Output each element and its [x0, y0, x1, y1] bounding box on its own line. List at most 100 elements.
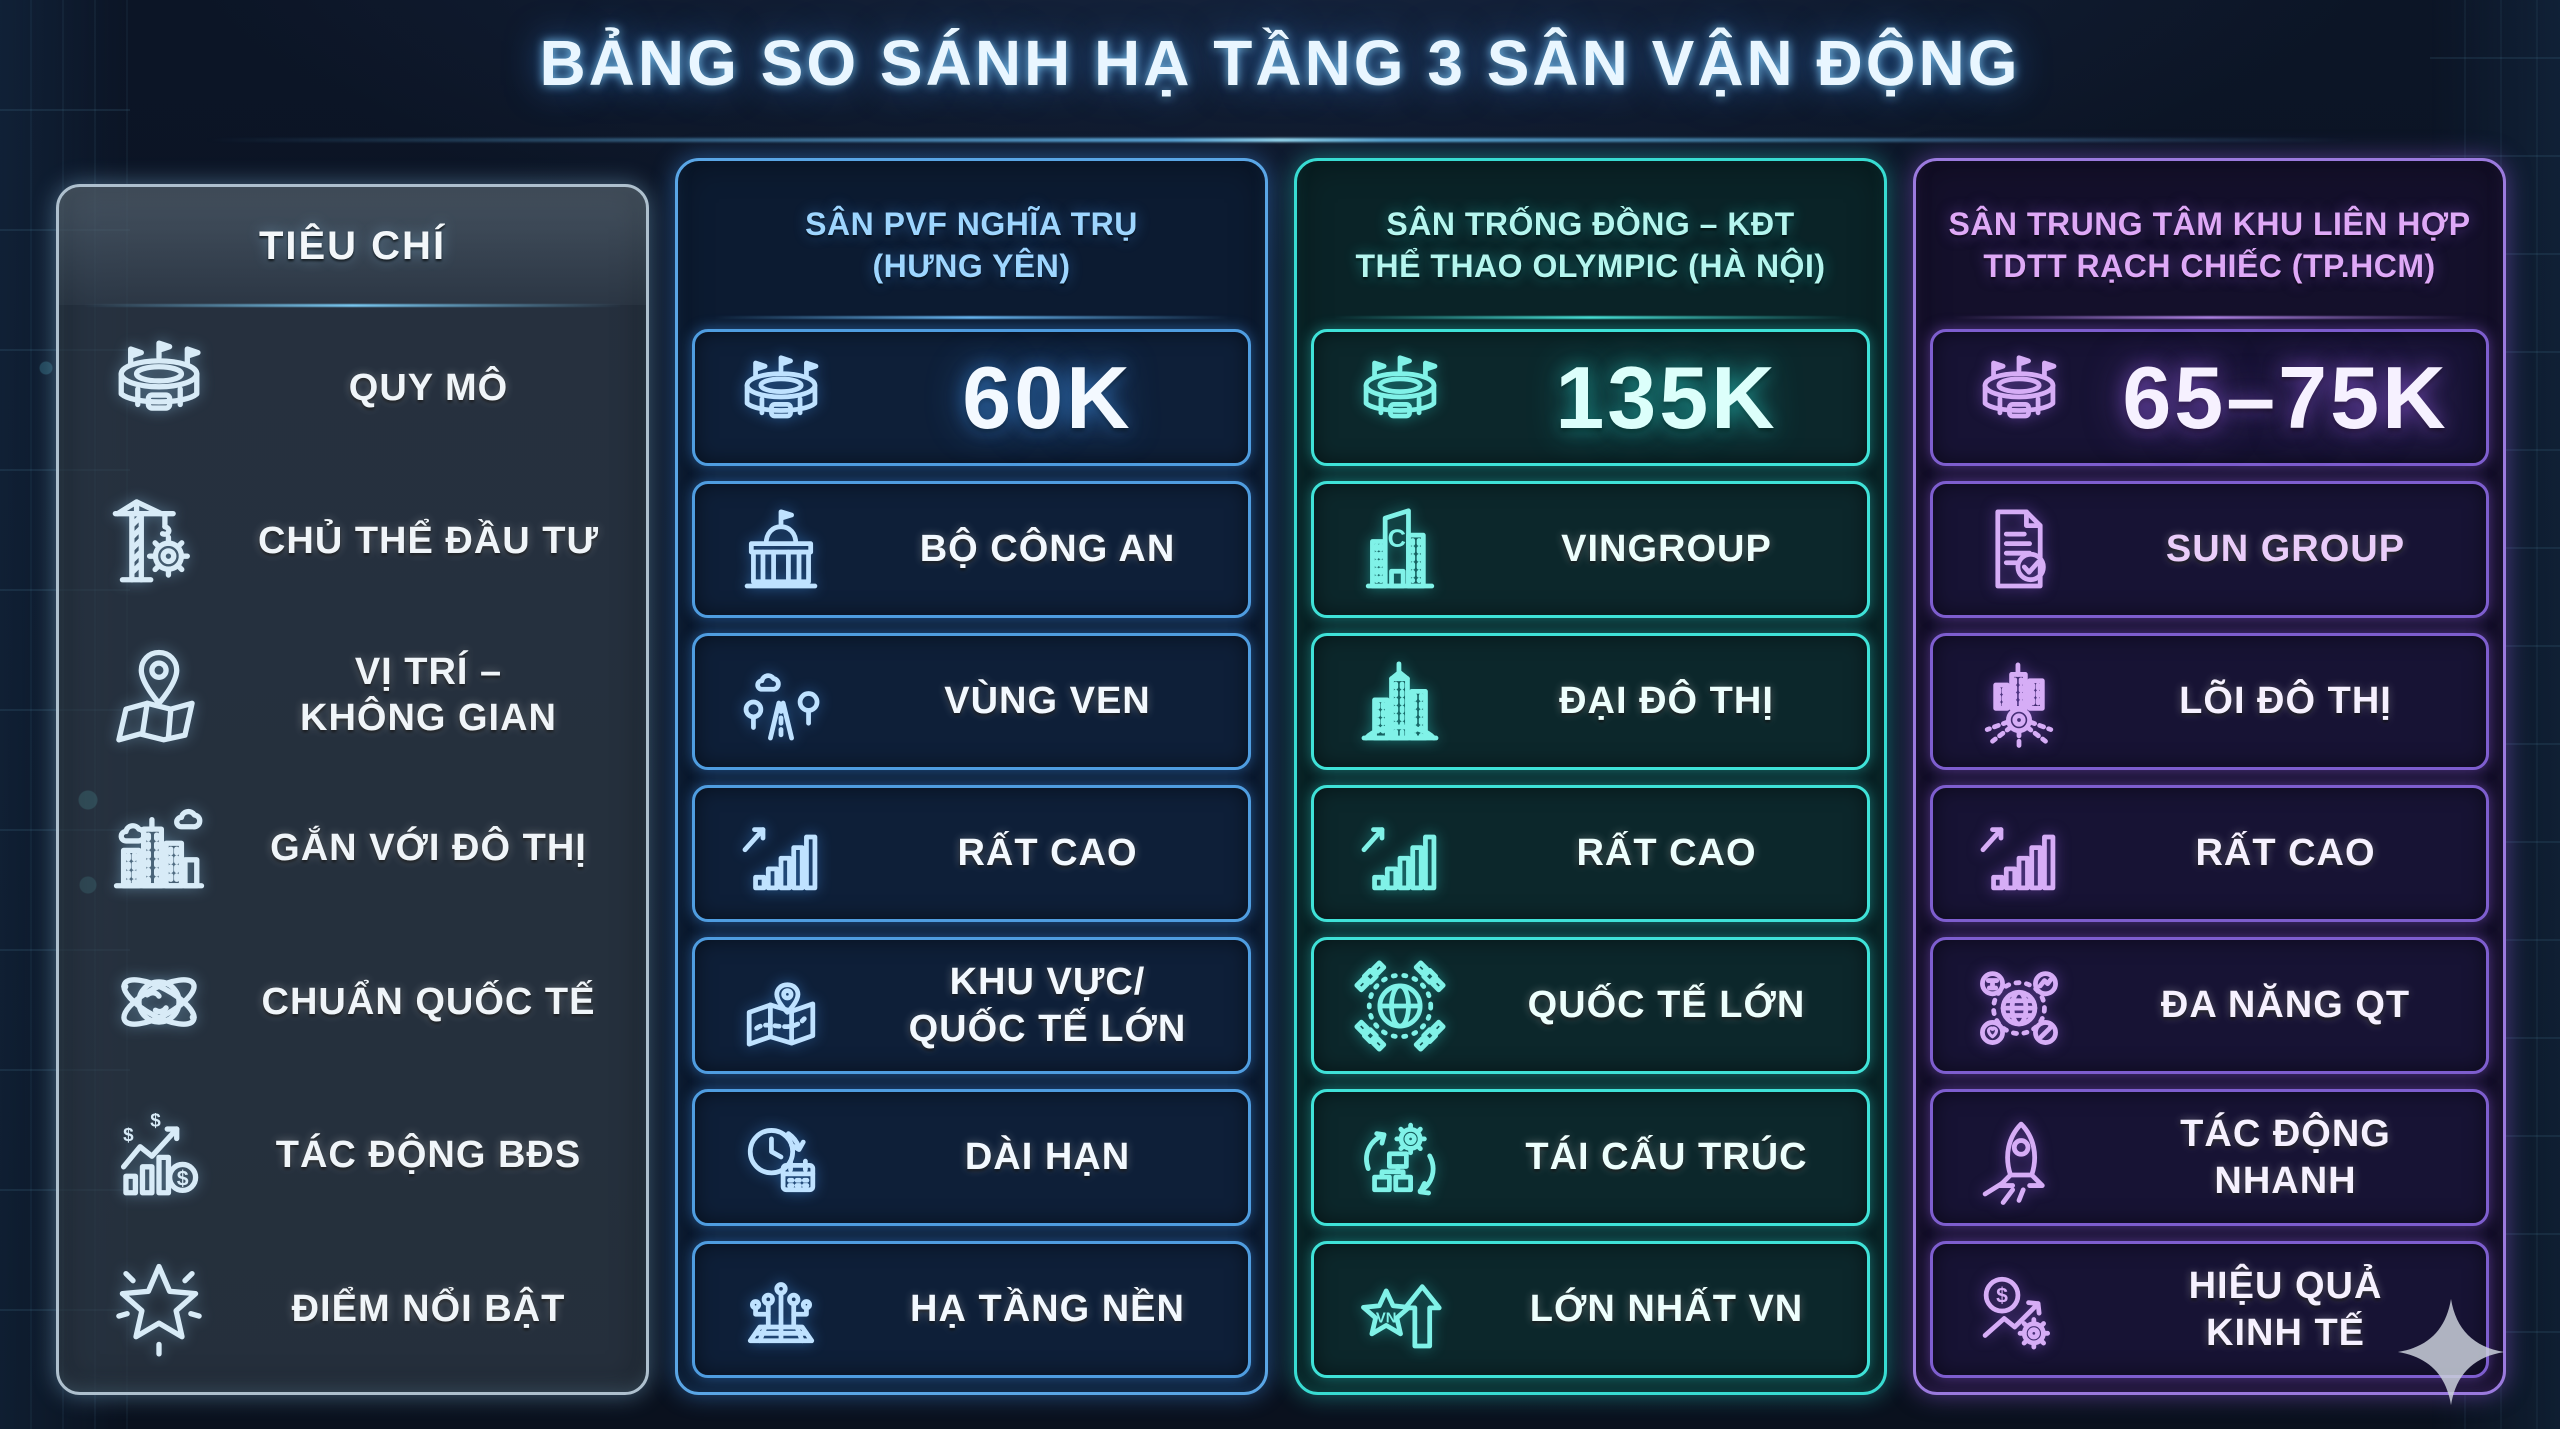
- gov-building-icon: [695, 497, 867, 603]
- rows: 65–75K SUN GROUP LÕI ĐÔ THỊ RẤT CAO ĐA NĂNG …: [1930, 329, 2489, 1378]
- road-trees-icon: [695, 649, 867, 755]
- rows: 60K BỘ CÔNG AN VÙNG VEN RẤT CAO KHU VỰC/ QUỐ…: [692, 329, 1251, 1378]
- bar-growth-icon: [695, 801, 867, 907]
- cell-label: 135K: [1555, 347, 1778, 447]
- map-pin-icon: [73, 636, 245, 754]
- table-row: VỊ TRÍ – KHÔNG GIAN: [73, 626, 632, 764]
- table-row: LÕI ĐÔ THỊ: [1930, 633, 2489, 770]
- table-row: QUY MÔ: [73, 319, 632, 457]
- bar-growth-icon: [1314, 801, 1486, 907]
- stadium-icon: [73, 329, 245, 447]
- cell-label: VÙNG VEN: [944, 680, 1151, 723]
- sparkle-watermark-icon: [2392, 1293, 2510, 1411]
- stadium-icon: [1314, 345, 1486, 451]
- globe-sat-icon: [1314, 953, 1486, 1059]
- globe-orbit-icon: [73, 943, 245, 1061]
- cell-label: DÀI HẠN: [964, 1136, 1131, 1179]
- svg-text:C: C: [1388, 524, 1406, 552]
- column-header: SÂN TRỐNG ĐỒNG – KĐT THỂ THAO OLYMPIC (H…: [1311, 175, 1870, 317]
- table-row: 60K: [692, 329, 1251, 466]
- map-route-icon: [695, 953, 867, 1059]
- cell-label: ĐẠI ĐÔ THỊ: [1559, 680, 1774, 723]
- cell-label: QUY MÔ: [348, 367, 509, 410]
- svg-text:$: $: [123, 1124, 134, 1145]
- coin-gear-icon: $: [1933, 1257, 2105, 1363]
- globe-multi-icon: [1933, 953, 2105, 1059]
- circuit-base-icon: [695, 1257, 867, 1363]
- city-towers-icon: [1314, 649, 1486, 755]
- svg-text:$: $: [1996, 1284, 2008, 1307]
- table-row: HẠ TẦNG NỀN: [692, 1241, 1251, 1378]
- cell-label: CHUẨN QUỐC TẾ: [261, 980, 596, 1023]
- cell-label: VỊ TRÍ – KHÔNG GIAN: [300, 650, 557, 740]
- table-row: CHUẨN QUỐC TẾ: [73, 933, 632, 1071]
- column-trong-dong: SÂN TRỐNG ĐỒNG – KĐT THỂ THAO OLYMPIC (H…: [1294, 158, 1887, 1395]
- chart-money-icon: $ $ $: [73, 1096, 245, 1214]
- table-row: C VINGROUP: [1311, 481, 1870, 618]
- table-row: 65–75K: [1930, 329, 2489, 466]
- table-row: $ HIỆU QUẢ KINH TẾ: [1930, 1241, 2489, 1378]
- table-row: CHỦ THỂ ĐẦU TƯ: [73, 472, 632, 610]
- bar-growth-icon: [1933, 801, 2105, 907]
- column-header: SÂN TRUNG TÂM KHU LIÊN HỢP TDTT RẠCH CHI…: [1930, 175, 2489, 317]
- column-rach-chiec: SÂN TRUNG TÂM KHU LIÊN HỢP TDTT RẠCH CHI…: [1913, 158, 2506, 1395]
- table-row: QUỐC TẾ LỚN: [1311, 937, 1870, 1074]
- clock-calendar-icon: [695, 1105, 867, 1211]
- table-row: $ $ $ TÁC ĐỘNG BĐS: [73, 1086, 632, 1224]
- table-row: GẮN VỚI ĐÔ THỊ: [73, 779, 632, 917]
- table-row: ĐIỂM NỔI BẬT: [73, 1240, 632, 1378]
- cell-label: KHU VỰC/ QUỐC TẾ LỚN: [908, 961, 1187, 1050]
- crane-gear-icon: [73, 483, 245, 601]
- svg-text:$: $: [177, 1167, 189, 1191]
- svg-text:$: $: [150, 1110, 161, 1131]
- table-row: DÀI HẠN: [692, 1089, 1251, 1226]
- rocket-icon: [1933, 1105, 2105, 1211]
- column-pvf: SÂN PVF NGHĨA TRỤ (HƯNG YÊN) 60K BỘ CÔNG A…: [675, 158, 1268, 1395]
- table-row: KHU VỰC/ QUỐC TẾ LỚN: [692, 937, 1251, 1074]
- cell-label: ĐIỂM NỔI BẬT: [291, 1287, 566, 1330]
- cell-label: RẤT CAO: [2195, 832, 2376, 875]
- building-c-icon: C: [1314, 497, 1486, 603]
- star-vn-up-icon: VN: [1314, 1257, 1486, 1363]
- cell-label: CHỦ THỂ ĐẦU TƯ: [257, 520, 600, 563]
- stadium-icon: [1933, 345, 2105, 451]
- star-icon: [73, 1250, 245, 1368]
- rows: 135K C VINGROUP ĐẠI ĐÔ THỊ RẤT CAO QUỐC TẾ LỚ…: [1311, 329, 1870, 1378]
- cell-label: GẮN VỚI ĐÔ THỊ: [270, 827, 587, 870]
- cell-label: LÕI ĐÔ THỊ: [2179, 680, 2392, 723]
- column-tieu-chi: TIÊU CHÍ QUY MÔ CHỦ THỂ ĐẦU TƯ VỊ TRÍ – KHÔ…: [56, 184, 649, 1395]
- cell-label: VINGROUP: [1561, 528, 1772, 571]
- table-row: TÁI CẤU TRÚC: [1311, 1089, 1870, 1226]
- cell-label: SUN GROUP: [2165, 528, 2406, 571]
- cell-label: LỚN NHẤT VN: [1529, 1288, 1804, 1331]
- table-row: RẤT CAO: [692, 785, 1251, 922]
- svg-text:VN: VN: [1376, 1310, 1397, 1326]
- cell-label: TÁC ĐỘNG BĐS: [275, 1134, 582, 1177]
- cell-label: 60K: [962, 347, 1133, 447]
- table-row: ĐẠI ĐÔ THỊ: [1311, 633, 1870, 770]
- cell-label: QUỐC TẾ LỚN: [1527, 984, 1806, 1027]
- cell-label: HIỆU QUẢ KINH TẾ: [2188, 1265, 2383, 1354]
- cell-label: RẤT CAO: [1576, 832, 1757, 875]
- cell-label: RẤT CAO: [957, 832, 1138, 875]
- table-row: RẤT CAO: [1930, 785, 2489, 922]
- cell-label: 65–75K: [2122, 347, 2449, 447]
- comparison-table: TIÊU CHÍ QUY MÔ CHỦ THỂ ĐẦU TƯ VỊ TRÍ – KHÔ…: [56, 158, 2506, 1395]
- rows: QUY MÔ CHỦ THỂ ĐẦU TƯ VỊ TRÍ – KHÔNG GIAN G…: [73, 319, 632, 1378]
- table-row: RẤT CAO: [1311, 785, 1870, 922]
- light-streak: [204, 138, 2356, 142]
- city-skyline-icon: [73, 789, 245, 907]
- table-row: ĐA NĂNG QT: [1930, 937, 2489, 1074]
- page-title: BẢNG SO SÁNH HẠ TẦNG 3 SÂN VẬN ĐỘNG: [539, 27, 2021, 99]
- cell-label: TÁC ĐỘNG NHANH: [2180, 1113, 2391, 1202]
- restructure-icon: [1314, 1105, 1486, 1211]
- table-row: VÙNG VEN: [692, 633, 1251, 770]
- cell-label: ĐA NĂNG QT: [2160, 984, 2411, 1027]
- stadium-icon: [695, 345, 867, 451]
- table-row: 135K: [1311, 329, 1870, 466]
- column-header: SÂN PVF NGHĨA TRỤ (HƯNG YÊN): [692, 175, 1251, 317]
- cell-label: BỘ CÔNG AN: [919, 528, 1176, 571]
- table-row: VN LỚN NHẤT VN: [1311, 1241, 1870, 1378]
- city-core-icon: [1933, 649, 2105, 755]
